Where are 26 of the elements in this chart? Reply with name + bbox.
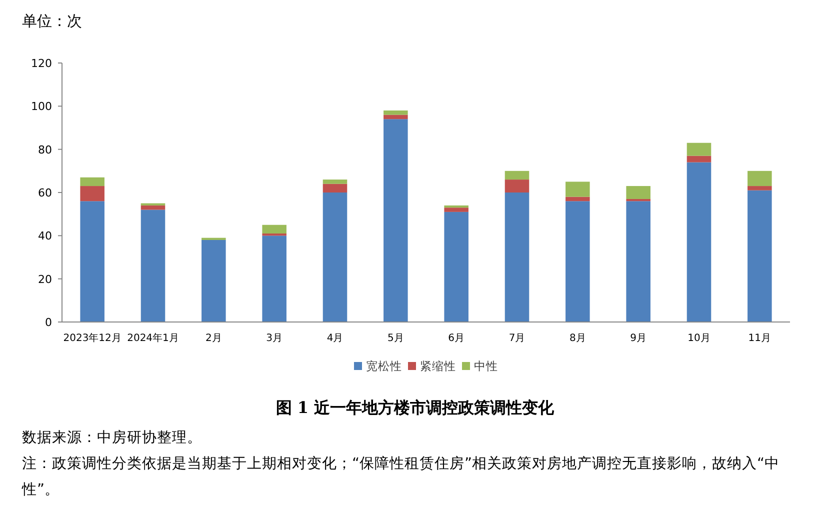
legend-label: 中性 (474, 359, 498, 373)
x-tick-label: 6月 (448, 333, 465, 344)
x-tick-label: 2月 (205, 333, 222, 344)
y-tick-label: 40 (38, 230, 52, 243)
legend-label: 宽松性 (366, 359, 402, 373)
y-tick-label: 120 (31, 57, 52, 70)
source-note: 数据来源：中房研协整理。 (22, 428, 202, 448)
ylabel: 单位：次 (22, 12, 82, 30)
x-tick-label: 2024年1月 (127, 332, 179, 344)
y-tick-label: 100 (31, 100, 52, 114)
x-tick-label: 2023年12月 (63, 332, 122, 344)
text: 注：政策调性分类依据是当期基于上期相对变化；“保障性租赁住房”相关政策对房地产调控无直接影响，故纳入“中性”。 (22, 454, 781, 500)
y-tick-label: 0 (45, 316, 52, 329)
legend-label: 紧缩性 (420, 359, 456, 373)
x-tick-label: 9月 (630, 333, 647, 344)
x-tick-label: 7月 (508, 333, 526, 344)
y-tick-label: 20 (38, 272, 52, 286)
x-tick-label: 8月 (569, 333, 586, 344)
x-tick-label: 4月 (326, 333, 344, 344)
x-tick-label: 5月 (387, 333, 404, 344)
x-tick-label: 10月 (688, 333, 710, 344)
text: 图 1 近一年地方楼市调控政策调性变化 (276, 398, 554, 419)
y-tick-label: 80 (38, 143, 52, 156)
y-tick-label: 60 (38, 186, 52, 200)
x-tick-label: 3月 (266, 333, 283, 344)
x-tick-label: 11月 (748, 333, 772, 344)
